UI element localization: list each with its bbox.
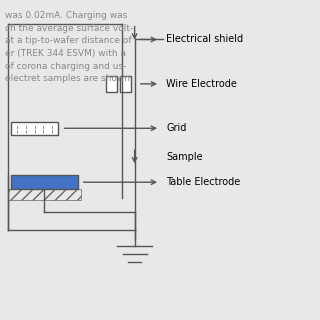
Bar xyxy=(120,76,132,92)
Text: electret samples are shown: electret samples are shown xyxy=(4,74,130,83)
Text: Sample: Sample xyxy=(166,152,203,162)
Text: was 0.02mA. Charging was: was 0.02mA. Charging was xyxy=(4,11,127,20)
Text: Electrical shield: Electrical shield xyxy=(166,35,244,44)
Text: Grid: Grid xyxy=(166,123,187,133)
Bar xyxy=(11,122,59,135)
Bar xyxy=(106,76,117,92)
Text: Wire Electrode: Wire Electrode xyxy=(166,79,237,89)
Text: of corona charging and us-: of corona charging and us- xyxy=(4,62,126,71)
Text: ch the average surface volt-: ch the average surface volt- xyxy=(4,24,133,33)
Bar xyxy=(11,175,77,189)
Bar xyxy=(8,189,81,200)
Text: at a tip-to-wafer distance of: at a tip-to-wafer distance of xyxy=(4,36,131,45)
Text: er (TREK 344 ESVM) with a: er (TREK 344 ESVM) with a xyxy=(4,49,125,58)
Text: Table Electrode: Table Electrode xyxy=(166,177,241,187)
